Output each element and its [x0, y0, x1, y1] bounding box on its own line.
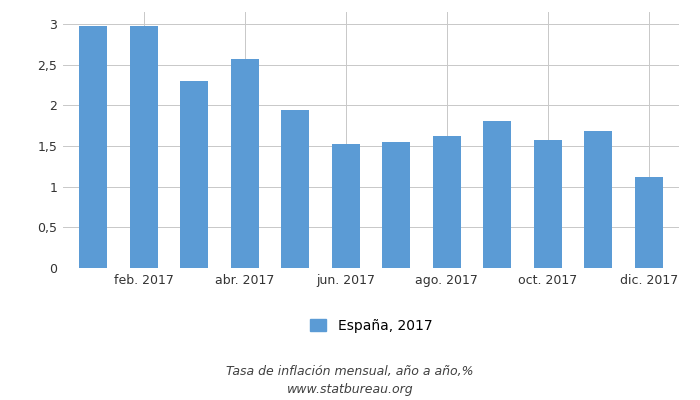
- Bar: [584, 132, 612, 268]
- Bar: [483, 121, 511, 268]
- Text: Tasa de inflación mensual, año a año,%: Tasa de inflación mensual, año a año,%: [226, 366, 474, 378]
- Bar: [130, 26, 158, 268]
- Bar: [181, 81, 208, 268]
- Bar: [332, 144, 360, 268]
- Bar: [281, 110, 309, 268]
- Bar: [534, 140, 561, 268]
- Bar: [433, 136, 461, 268]
- Bar: [231, 59, 259, 268]
- Legend: España, 2017: España, 2017: [304, 313, 438, 338]
- Bar: [635, 177, 663, 268]
- Bar: [382, 142, 410, 268]
- Bar: [79, 26, 107, 268]
- Text: www.statbureau.org: www.statbureau.org: [287, 384, 413, 396]
